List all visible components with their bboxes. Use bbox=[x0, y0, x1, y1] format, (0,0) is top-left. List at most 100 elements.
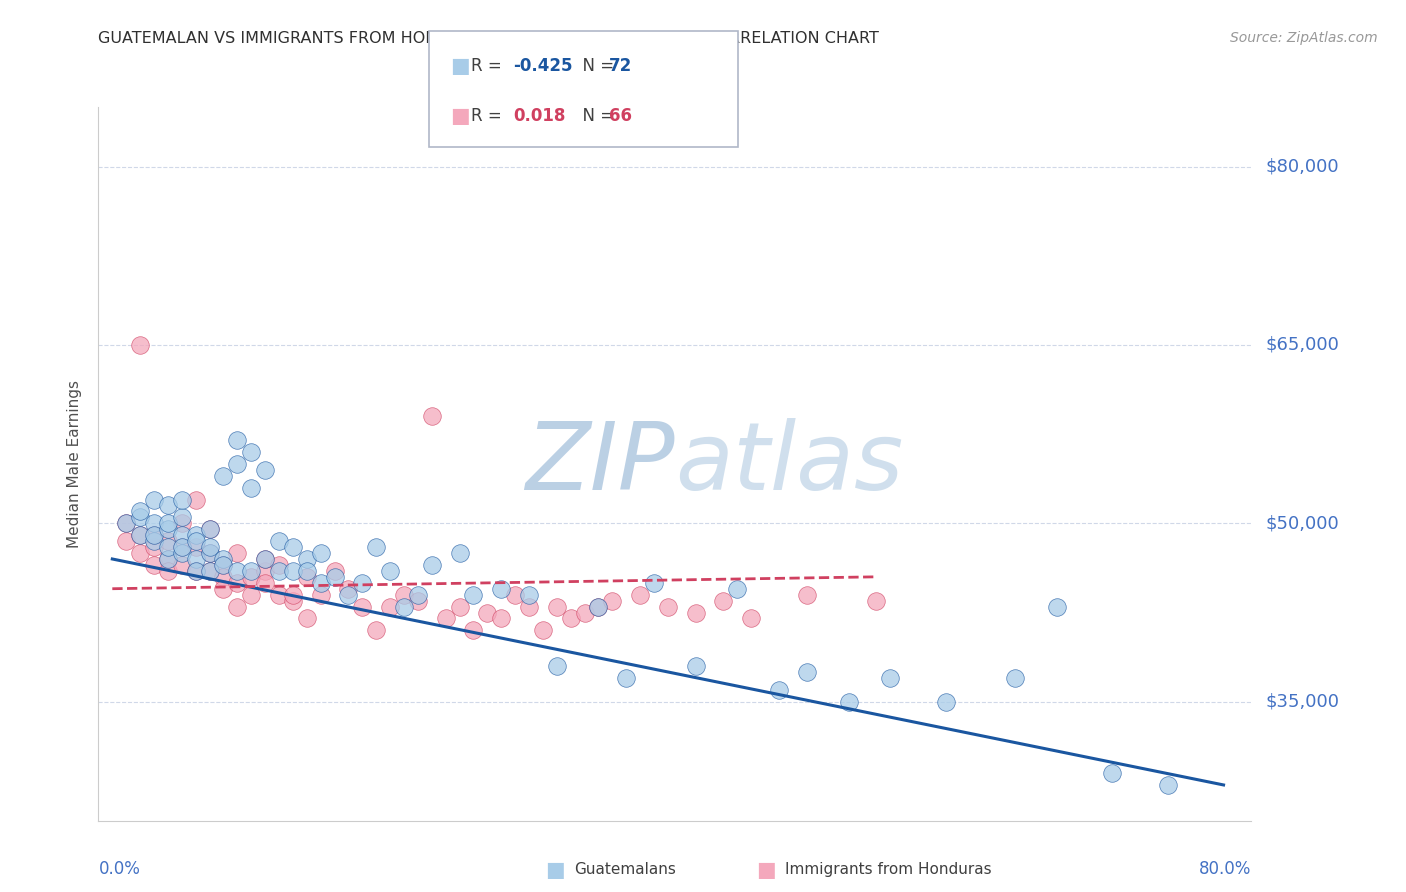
Text: atlas: atlas bbox=[675, 418, 903, 509]
Point bbox=[170, 492, 193, 507]
Point bbox=[129, 528, 152, 542]
Point bbox=[281, 564, 304, 578]
Point bbox=[366, 540, 388, 554]
Point bbox=[588, 599, 610, 614]
Point bbox=[198, 540, 221, 554]
Text: N =: N = bbox=[572, 107, 620, 125]
Point bbox=[267, 558, 290, 572]
Point bbox=[184, 492, 207, 507]
Text: ■: ■ bbox=[450, 55, 470, 76]
Point bbox=[1004, 671, 1026, 685]
Point bbox=[212, 570, 235, 584]
Point bbox=[713, 593, 735, 607]
Text: R =: R = bbox=[471, 57, 508, 75]
Point bbox=[156, 522, 179, 536]
Point bbox=[295, 564, 318, 578]
Text: $65,000: $65,000 bbox=[1265, 336, 1339, 354]
Point bbox=[254, 552, 277, 566]
Point bbox=[574, 606, 596, 620]
Text: $35,000: $35,000 bbox=[1265, 693, 1340, 711]
Point bbox=[198, 546, 221, 560]
Point bbox=[267, 564, 290, 578]
Point bbox=[254, 463, 277, 477]
Point bbox=[129, 338, 152, 352]
Text: $80,000: $80,000 bbox=[1265, 158, 1339, 176]
Point bbox=[281, 540, 304, 554]
Point bbox=[184, 564, 207, 578]
Point bbox=[212, 582, 235, 596]
Point bbox=[226, 599, 249, 614]
Text: $50,000: $50,000 bbox=[1265, 515, 1339, 533]
Point bbox=[796, 665, 818, 679]
Point bbox=[184, 528, 207, 542]
Point bbox=[463, 588, 485, 602]
Point bbox=[295, 552, 318, 566]
Point bbox=[226, 564, 249, 578]
Text: ■: ■ bbox=[450, 106, 470, 126]
Point bbox=[115, 516, 138, 531]
Point bbox=[352, 575, 374, 590]
Point bbox=[170, 540, 193, 554]
Point bbox=[1157, 778, 1180, 792]
Point bbox=[240, 564, 263, 578]
Point bbox=[491, 582, 513, 596]
Point bbox=[1101, 766, 1123, 780]
Point bbox=[240, 481, 263, 495]
Y-axis label: Median Male Earnings: Median Male Earnings bbox=[67, 380, 83, 548]
Point bbox=[323, 564, 346, 578]
Point bbox=[156, 534, 179, 549]
Point bbox=[198, 522, 221, 536]
Point bbox=[323, 570, 346, 584]
Point bbox=[115, 534, 138, 549]
Point bbox=[254, 564, 277, 578]
Point bbox=[837, 695, 859, 709]
Point bbox=[184, 534, 207, 549]
Point bbox=[643, 575, 665, 590]
Point bbox=[337, 582, 360, 596]
Point bbox=[254, 575, 277, 590]
Point bbox=[546, 659, 568, 673]
Point bbox=[392, 599, 415, 614]
Point bbox=[226, 433, 249, 447]
Point bbox=[254, 552, 277, 566]
Point bbox=[156, 552, 179, 566]
Point bbox=[685, 659, 707, 673]
Point bbox=[129, 528, 152, 542]
Point bbox=[267, 534, 290, 549]
Point bbox=[129, 510, 152, 524]
Point bbox=[184, 552, 207, 566]
Point bbox=[129, 504, 152, 518]
Text: Source: ZipAtlas.com: Source: ZipAtlas.com bbox=[1230, 31, 1378, 45]
Point bbox=[517, 588, 540, 602]
Point bbox=[309, 588, 332, 602]
Text: 72: 72 bbox=[609, 57, 633, 75]
Point bbox=[406, 593, 429, 607]
Text: ■: ■ bbox=[546, 860, 565, 880]
Point bbox=[449, 546, 471, 560]
Point bbox=[366, 624, 388, 638]
Point bbox=[143, 516, 166, 531]
Point bbox=[614, 671, 637, 685]
Point bbox=[420, 409, 443, 424]
Point bbox=[796, 588, 818, 602]
Text: N =: N = bbox=[572, 57, 620, 75]
Point bbox=[129, 546, 152, 560]
Point bbox=[449, 599, 471, 614]
Point bbox=[212, 552, 235, 566]
Point bbox=[240, 570, 263, 584]
Point bbox=[477, 606, 499, 620]
Text: R =: R = bbox=[471, 107, 512, 125]
Point bbox=[281, 593, 304, 607]
Point bbox=[212, 558, 235, 572]
Point bbox=[657, 599, 679, 614]
Point bbox=[295, 611, 318, 625]
Point bbox=[198, 564, 221, 578]
Point bbox=[156, 552, 179, 566]
Point bbox=[503, 588, 526, 602]
Point bbox=[170, 558, 193, 572]
Point bbox=[740, 611, 762, 625]
Point bbox=[143, 492, 166, 507]
Point bbox=[198, 546, 221, 560]
Point bbox=[267, 588, 290, 602]
Point bbox=[517, 599, 540, 614]
